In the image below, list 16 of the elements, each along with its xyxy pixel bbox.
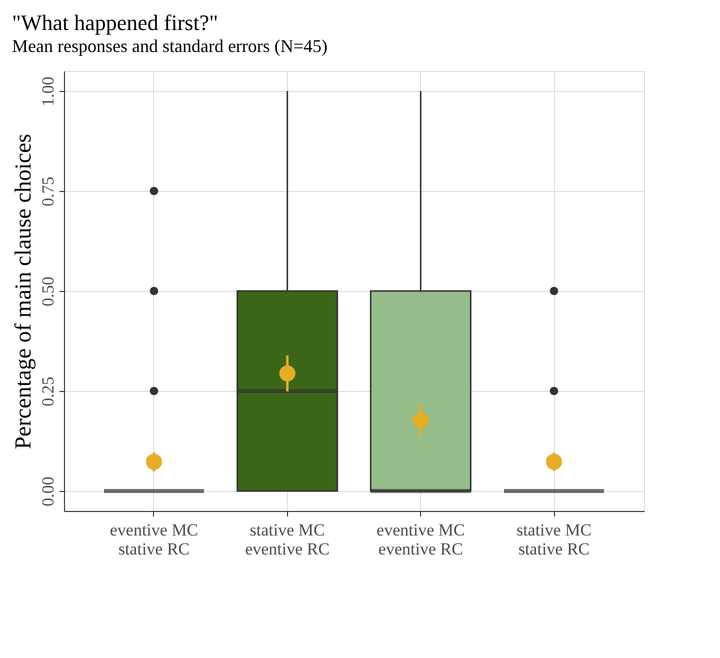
x-tick-label: stative MC stative RC [516, 520, 592, 558]
y-tick-label: 0.00 [38, 476, 58, 506]
point [279, 365, 296, 382]
point [146, 454, 162, 470]
y-tick-label: 0.25 [38, 376, 58, 406]
y-axis-title: Percentage of main clause choices [10, 134, 36, 450]
y-tick-label: 1.00 [38, 76, 58, 106]
x-tick-label: stative MC eventive RC [245, 520, 330, 558]
point [546, 454, 562, 470]
point [412, 412, 429, 428]
chart-title: "What happened first?" [12, 10, 218, 35]
x-tick-label: eventive MC stative RC [110, 520, 198, 558]
x-tick-label: eventive MC eventive RC [376, 520, 465, 558]
chart-subtitle: Mean responses and standard errors (N=45) [12, 36, 328, 56]
y-tick-label: 0.75 [38, 176, 58, 206]
y-tick-label: 0.50 [38, 276, 58, 306]
